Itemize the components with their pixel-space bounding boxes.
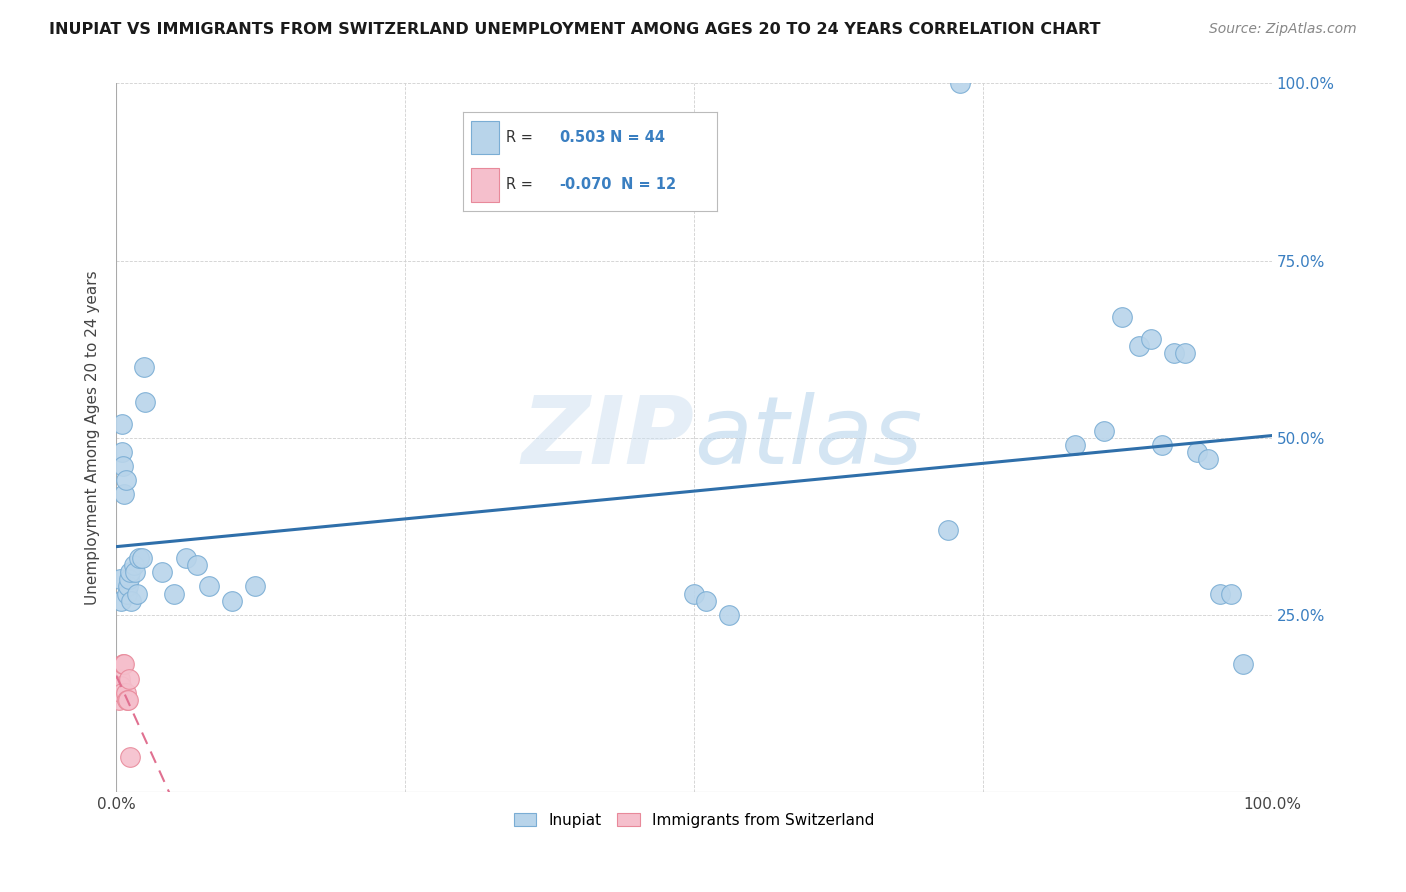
Point [163,586,186,600]
Point [221,593,243,607]
Point [108,573,131,587]
Point [243,579,266,593]
Point [110,679,132,693]
Point [120,593,142,607]
Point [1209,586,1232,600]
Point [120,566,142,580]
Y-axis label: Unemployment Among Ages 20 to 24 years: Unemployment Among Ages 20 to 24 years [86,270,100,605]
Point [115,586,138,600]
Point [107,693,129,707]
Point [128,551,150,566]
Point [1092,424,1115,438]
Point [120,749,142,764]
Point [936,523,959,537]
Point [107,686,129,700]
Point [1220,586,1243,600]
Point [115,693,138,707]
Point [1185,445,1208,459]
Point [124,566,146,580]
Point [114,473,136,487]
Point [131,551,153,566]
Point [152,566,174,580]
Point [949,77,972,91]
Point [111,686,134,700]
Point [174,551,197,566]
Point [114,686,136,700]
Point [117,693,139,707]
Point [1139,331,1161,345]
Point [112,657,135,672]
Point [111,445,134,459]
Point [1163,345,1185,359]
Text: Source: ZipAtlas.com: Source: ZipAtlas.com [1209,22,1357,37]
Point [1232,657,1254,672]
Point [112,487,135,501]
Point [132,359,155,374]
Point [118,672,141,686]
Point [117,579,139,593]
Point [717,607,740,622]
Text: INUPIAT VS IMMIGRANTS FROM SWITZERLAND UNEMPLOYMENT AMONG AGES 20 TO 24 YEARS CO: INUPIAT VS IMMIGRANTS FROM SWITZERLAND U… [49,22,1101,37]
Point [118,573,141,587]
Point [110,593,132,607]
Point [108,672,131,686]
Point [683,586,706,600]
Point [111,417,134,431]
Point [1111,310,1133,325]
Point [1128,338,1150,352]
Point [134,395,156,409]
Point [125,586,148,600]
Point [112,657,135,672]
Point [186,558,208,573]
Point [1174,345,1197,359]
Text: ZIP: ZIP [522,392,695,483]
Text: atlas: atlas [695,392,922,483]
Legend: Inupiat, Immigrants from Switzerland: Inupiat, Immigrants from Switzerland [508,806,880,834]
Point [1197,452,1219,467]
Point [122,558,145,573]
Point [1064,438,1087,452]
Point [197,579,219,593]
Point [1152,438,1174,452]
Point [112,458,135,473]
Point [695,593,717,607]
